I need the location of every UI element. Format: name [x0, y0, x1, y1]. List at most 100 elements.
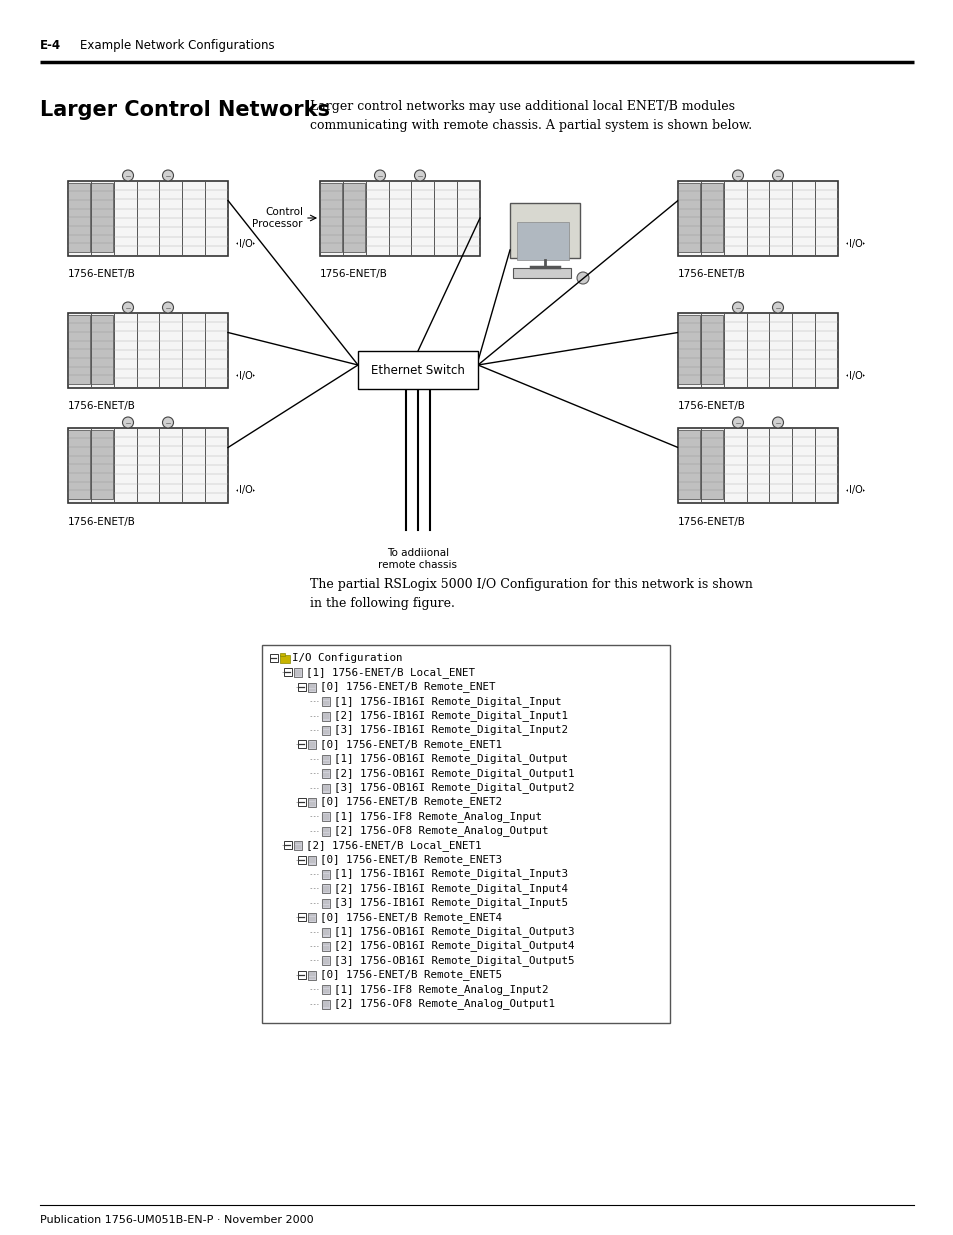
Text: [3] 1756-OB16I Remote_Digital_Output5: [3] 1756-OB16I Remote_Digital_Output5: [334, 955, 574, 966]
Text: [2] 1756-IB16I Remote_Digital_Input4: [2] 1756-IB16I Remote_Digital_Input4: [334, 883, 567, 894]
Text: [0] 1756-ENET/B Remote_ENET2: [0] 1756-ENET/B Remote_ENET2: [319, 797, 501, 808]
Text: I/O: I/O: [238, 485, 253, 495]
Text: [1] 1756-IF8 Remote_Analog_Input2: [1] 1756-IF8 Remote_Analog_Input2: [334, 984, 548, 994]
Bar: [68, 312, 228, 388]
Circle shape: [772, 303, 782, 312]
Circle shape: [414, 170, 425, 182]
Bar: [308, 971, 315, 979]
Text: The partial RSLogix 5000 I/O Configuration for this network is shown
in the foll: The partial RSLogix 5000 I/O Configurati…: [310, 578, 752, 610]
Bar: [678, 180, 837, 256]
Text: To addiional
remote chassis: To addiional remote chassis: [378, 548, 457, 569]
Bar: [700, 183, 722, 252]
Text: Publication 1756-UM051B-EN-P · November 2000: Publication 1756-UM051B-EN-P · November …: [40, 1215, 314, 1225]
Bar: [308, 798, 315, 806]
Bar: [322, 698, 330, 706]
Circle shape: [375, 170, 385, 182]
Text: Larger control networks may use additional local ENET/B modules
communicating wi: Larger control networks may use addition…: [310, 100, 751, 132]
Text: 1756-ENET/B: 1756-ENET/B: [319, 269, 388, 279]
Bar: [678, 183, 700, 252]
Circle shape: [732, 303, 742, 312]
Text: E-4: E-4: [40, 40, 61, 52]
Circle shape: [162, 417, 173, 429]
Circle shape: [732, 417, 742, 429]
Bar: [297, 856, 306, 863]
Circle shape: [162, 170, 173, 182]
Bar: [322, 999, 330, 1009]
Circle shape: [772, 417, 782, 429]
Bar: [322, 884, 330, 893]
Bar: [678, 430, 700, 499]
Bar: [678, 312, 837, 388]
Bar: [308, 913, 315, 923]
Bar: [322, 726, 330, 735]
Bar: [297, 971, 306, 979]
Text: Larger Control Networks: Larger Control Networks: [40, 100, 330, 120]
Bar: [322, 927, 330, 936]
Text: I/O Configuration: I/O Configuration: [292, 653, 402, 663]
Text: [1] 1756-IF8 Remote_Analog_Input: [1] 1756-IF8 Remote_Analog_Input: [334, 811, 541, 821]
Text: [2] 1756-OF8 Remote_Analog_Output: [2] 1756-OF8 Remote_Analog_Output: [334, 825, 548, 836]
Circle shape: [122, 417, 133, 429]
Bar: [280, 655, 290, 662]
Bar: [91, 183, 113, 252]
Text: [1] 1756-IB16I Remote_Digital_Input: [1] 1756-IB16I Remote_Digital_Input: [334, 695, 561, 706]
Circle shape: [732, 170, 742, 182]
Circle shape: [577, 272, 588, 284]
Bar: [68, 427, 228, 503]
Bar: [513, 268, 571, 278]
Bar: [322, 769, 330, 778]
Bar: [91, 315, 113, 384]
Bar: [343, 183, 365, 252]
Bar: [68, 180, 228, 256]
Text: [3] 1756-OB16I Remote_Digital_Output2: [3] 1756-OB16I Remote_Digital_Output2: [334, 782, 574, 793]
Text: [2] 1756-OB16I Remote_Digital_Output1: [2] 1756-OB16I Remote_Digital_Output1: [334, 768, 574, 778]
Bar: [322, 826, 330, 836]
Bar: [678, 315, 700, 384]
Bar: [294, 668, 302, 678]
Bar: [284, 668, 292, 677]
Bar: [678, 427, 837, 503]
Bar: [297, 683, 306, 690]
Bar: [308, 856, 315, 864]
Text: [1] 1756-IB16I Remote_Digital_Input3: [1] 1756-IB16I Remote_Digital_Input3: [334, 868, 567, 879]
Text: [0] 1756-ENET/B Remote_ENET4: [0] 1756-ENET/B Remote_ENET4: [319, 911, 501, 923]
Bar: [262, 645, 669, 1023]
Text: [1] 1756-OB16I Remote_Digital_Output3: [1] 1756-OB16I Remote_Digital_Output3: [334, 926, 574, 937]
Text: 1756-ENET/B: 1756-ENET/B: [68, 269, 135, 279]
Text: I/O: I/O: [238, 370, 253, 380]
Text: 1756-ENET/B: 1756-ENET/B: [678, 401, 745, 411]
Circle shape: [162, 303, 173, 312]
Bar: [700, 430, 722, 499]
Bar: [322, 783, 330, 793]
Bar: [322, 899, 330, 908]
Text: [2] 1756-IB16I Remote_Digital_Input1: [2] 1756-IB16I Remote_Digital_Input1: [334, 710, 567, 721]
Bar: [91, 430, 113, 499]
Text: Control
Processor: Control Processor: [253, 207, 303, 228]
Bar: [322, 711, 330, 720]
Circle shape: [122, 170, 133, 182]
Bar: [308, 741, 315, 750]
Bar: [297, 741, 306, 748]
Text: I/O: I/O: [848, 370, 862, 380]
Bar: [517, 222, 568, 261]
Bar: [700, 315, 722, 384]
Text: [2] 1756-ENET/B Local_ENET1: [2] 1756-ENET/B Local_ENET1: [306, 840, 481, 851]
Bar: [320, 183, 342, 252]
Text: [0] 1756-ENET/B Remote_ENET3: [0] 1756-ENET/B Remote_ENET3: [319, 855, 501, 864]
Text: 1756-ENET/B: 1756-ENET/B: [68, 401, 135, 411]
Bar: [69, 183, 91, 252]
Text: [1] 1756-ENET/B Local_ENET: [1] 1756-ENET/B Local_ENET: [306, 667, 475, 678]
Bar: [322, 755, 330, 763]
Text: 1756-ENET/B: 1756-ENET/B: [678, 516, 745, 526]
Bar: [322, 986, 330, 994]
Bar: [69, 430, 91, 499]
Text: I/O: I/O: [238, 238, 253, 248]
Bar: [69, 315, 91, 384]
Bar: [322, 942, 330, 951]
Text: [1] 1756-OB16I Remote_Digital_Output: [1] 1756-OB16I Remote_Digital_Output: [334, 753, 567, 764]
Text: I/O: I/O: [848, 485, 862, 495]
Bar: [294, 841, 302, 850]
Bar: [319, 180, 479, 256]
Text: Ethernet Switch: Ethernet Switch: [371, 363, 464, 377]
Bar: [322, 813, 330, 821]
